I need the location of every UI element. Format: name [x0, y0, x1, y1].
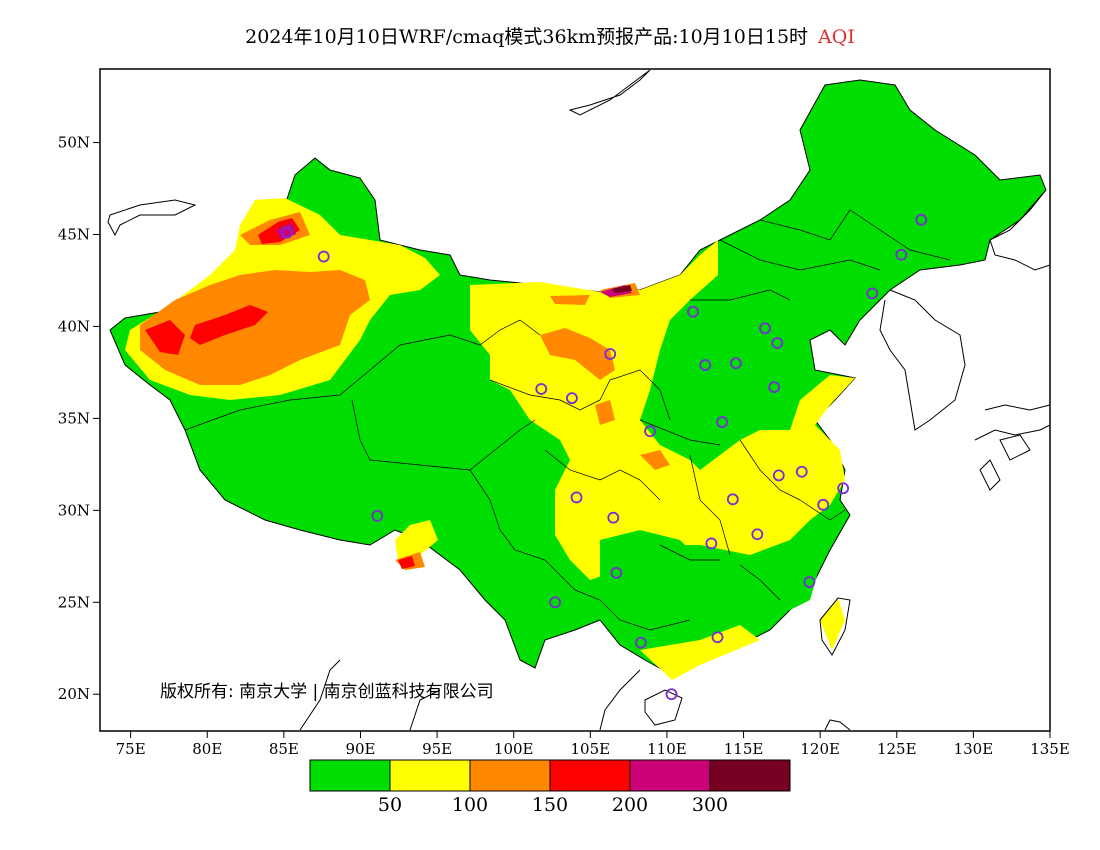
lon-tick-label: 85E — [269, 740, 299, 758]
title-variable: AQI — [818, 26, 855, 48]
station-marker — [634, 636, 647, 649]
lat-tick-label: 20N — [58, 685, 90, 703]
legend-swatch — [309, 759, 391, 792]
station-marker — [772, 469, 785, 482]
station-marker — [866, 287, 879, 300]
station-marker — [317, 250, 330, 263]
lat-tick-label: 50N — [58, 134, 90, 152]
lon-tick-label: 80E — [192, 740, 222, 758]
station-marker — [371, 509, 384, 522]
station-marker — [711, 631, 724, 644]
lat-tick-label: 45N — [58, 226, 90, 244]
station-marker — [687, 305, 699, 318]
lat-tick-label: 30N — [58, 501, 90, 519]
aqi-legend: 50 100 150 200 300 — [309, 759, 791, 816]
lon-tick-label: 75E — [116, 740, 146, 758]
station-marker — [549, 596, 561, 609]
legend-swatch — [549, 759, 631, 792]
lon-tick-label: 95E — [422, 740, 452, 758]
station-marker — [915, 213, 928, 226]
station-marker — [771, 337, 784, 349]
lon-tick-label: 115E — [724, 740, 764, 758]
station-marker — [607, 511, 620, 524]
lat-tick-label: 35N — [58, 409, 90, 427]
lon-tick-label: 100E — [494, 740, 534, 758]
legend-label: 300 — [692, 794, 728, 816]
copyright-text: 版权所有: 南京大学 | 南京创蓝科技有限公司 — [160, 682, 494, 702]
province-boundaries — [184, 209, 951, 631]
station-marker — [795, 465, 808, 478]
station-marker — [699, 359, 712, 371]
lon-tick-label: 120E — [800, 740, 840, 758]
lat-tick-label: 25N — [58, 593, 90, 611]
station-marker — [610, 566, 623, 579]
lon-tick-label: 130E — [954, 740, 994, 758]
title-main: 2024年10月10日WRF/cmaq模式36km预报产品:10月10日15时 — [245, 26, 809, 48]
station-marker — [281, 226, 293, 239]
station-marker — [837, 482, 850, 495]
station-marker — [705, 537, 718, 550]
legend-label: 150 — [532, 794, 568, 816]
legend-label: 200 — [612, 794, 648, 816]
station-marker — [817, 498, 830, 511]
station-marker — [716, 416, 728, 428]
legend-swatch — [629, 759, 711, 792]
legend-label: 50 — [378, 794, 402, 816]
lon-tick-label: 90E — [345, 740, 375, 758]
lon-tick-label: 105E — [571, 740, 611, 758]
station-marker — [604, 348, 617, 360]
longitude-axis: 75E 80E 85E 90E 95E 100E 105E 110E 115E 120E 125E 1… — [116, 731, 1070, 758]
station-marker — [759, 322, 771, 335]
coastlines — [107, 69, 1051, 731]
legend-swatch — [709, 759, 791, 792]
station-marker — [803, 576, 816, 588]
aqi-zone-good-patches — [600, 285, 820, 620]
lon-tick-label: 110E — [647, 740, 687, 758]
station-marker — [644, 425, 656, 438]
station-marker — [535, 383, 548, 395]
map-title: 2024年10月10日WRF/cmaq模式36km预报产品:10月10日15时 A… — [0, 22, 1100, 49]
legend-swatch — [469, 759, 551, 792]
lon-tick-label: 135E — [1030, 740, 1070, 758]
latitude-axis: 50N 45N 40N 35N 30N 25N 20N — [58, 134, 100, 703]
station-marker — [665, 688, 678, 701]
station-marker — [726, 493, 739, 506]
station-marker — [751, 528, 764, 541]
station-marker — [566, 392, 578, 405]
lat-tick-label: 40N — [58, 317, 90, 335]
legend-label: 100 — [452, 794, 488, 816]
station-marker — [570, 491, 583, 504]
station-marker — [768, 381, 781, 394]
station-marker — [895, 248, 908, 261]
aqi-zone-unhealthy — [145, 218, 632, 569]
legend-swatch — [389, 759, 471, 792]
lon-tick-label: 125E — [877, 740, 917, 758]
station-marker — [729, 357, 742, 370]
station-markers — [281, 213, 928, 701]
